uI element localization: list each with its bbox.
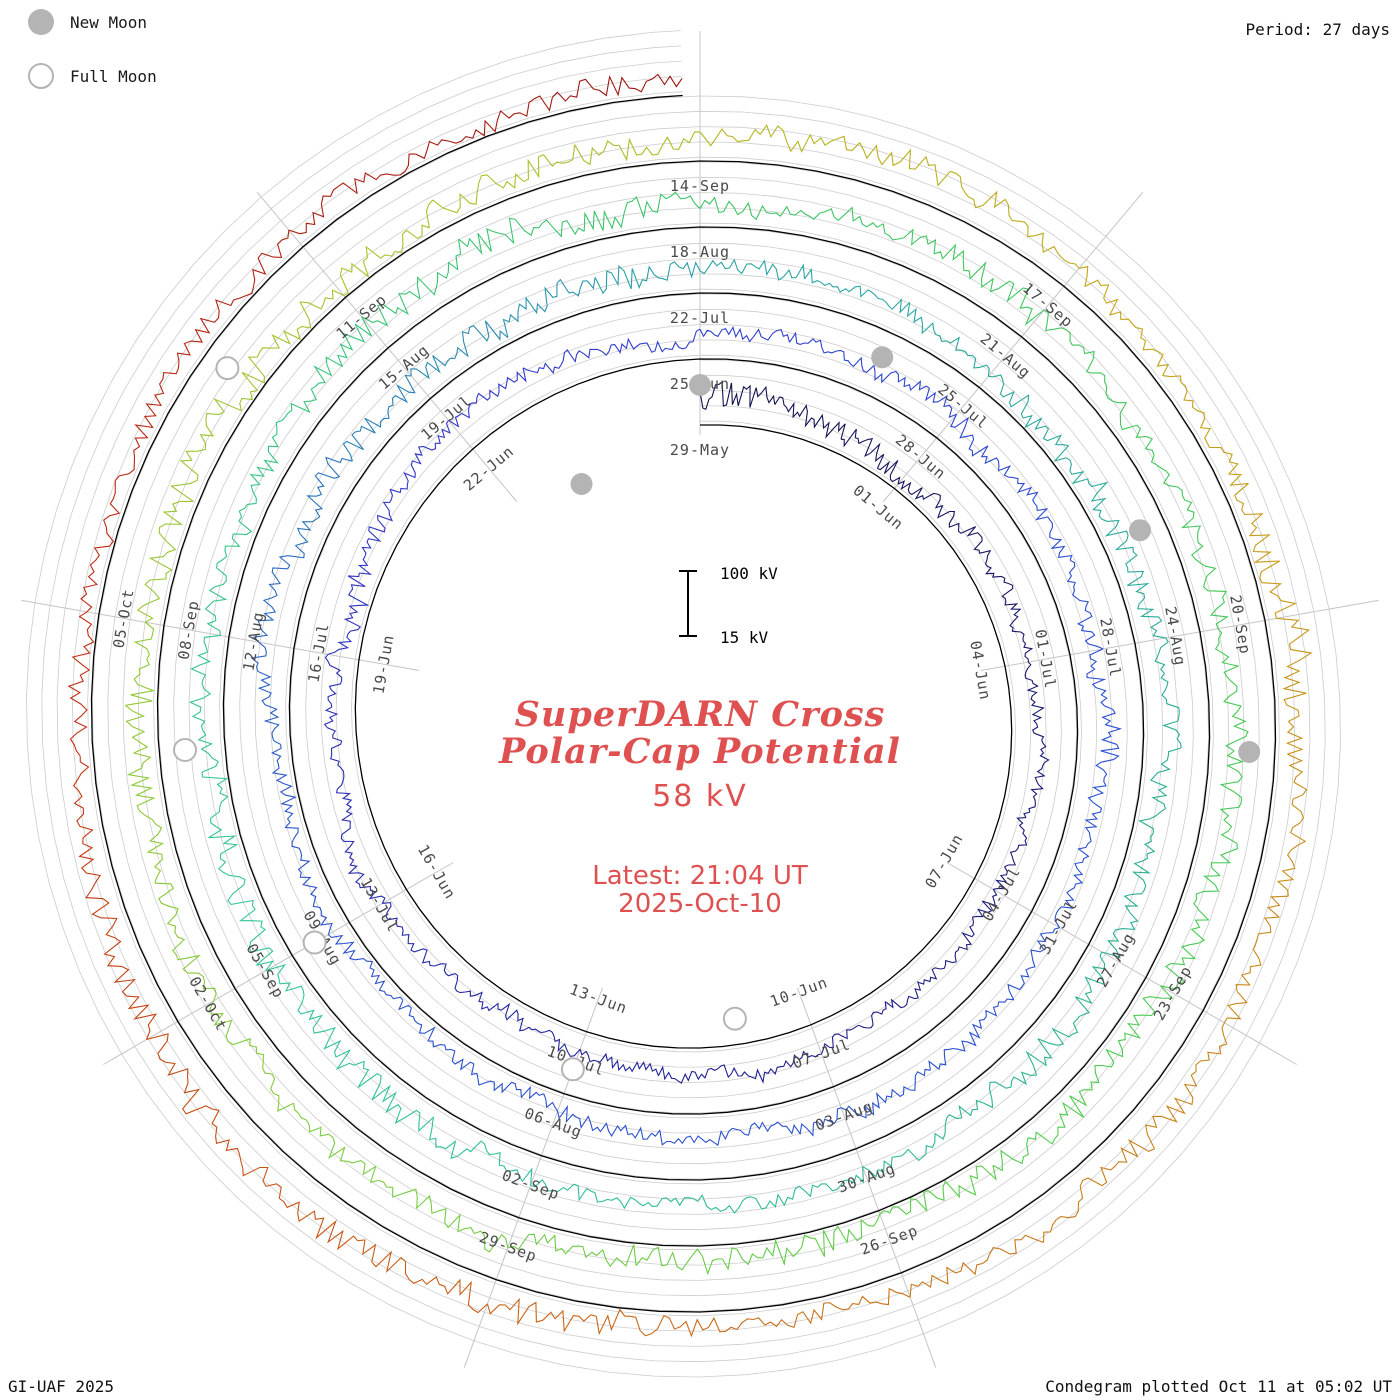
date-label: 28-Jun: [892, 431, 950, 483]
spiral-gridlines: [26, 30, 1341, 1378]
date-label: 27-Aug: [1093, 929, 1139, 990]
date-label: 24-Aug: [1161, 605, 1189, 667]
date-label: 13-Jul: [357, 874, 403, 935]
moon-legend: New Moon Full Moon: [28, 8, 157, 116]
potential-data-trace: [67, 73, 1313, 1338]
scale-min-label: 15 kV: [720, 628, 769, 647]
date-label: 21-Aug: [977, 330, 1035, 382]
angular-gridlines: [21, 31, 1379, 1368]
full-moon-icon: [28, 63, 54, 89]
new-moon-label: New Moon: [70, 12, 148, 32]
new-moon-marker: [570, 473, 593, 495]
full-moon-marker: [722, 1006, 747, 1031]
legend-new-moon: New Moon: [28, 8, 157, 36]
new-moon-marker: [871, 346, 894, 369]
new-moon-marker: [1238, 741, 1261, 763]
scale-bar: 100 kV 15 kV: [679, 564, 778, 647]
date-label: 12-Aug: [239, 610, 267, 672]
full-moon-marker: [173, 738, 197, 762]
full-moon-marker: [215, 356, 240, 381]
date-label: 07-Jun: [921, 830, 967, 891]
date-label: 02-Oct: [185, 973, 231, 1034]
date-label: 18-Aug: [670, 243, 730, 261]
scale-max-label: 100 kV: [720, 564, 778, 583]
date-label: 01-Jul: [1031, 628, 1059, 690]
spiral-baseline: [90, 94, 1277, 1313]
date-label: 10-Jun: [768, 973, 831, 1010]
full-moon-marker: [302, 930, 327, 955]
date-label: 05-Sep: [242, 940, 288, 1001]
new-moon-marker: [1129, 519, 1151, 542]
moon-phase-markers: [173, 346, 1261, 1082]
new-moon-icon: [28, 9, 54, 35]
date-label: 02-Sep: [499, 1166, 562, 1203]
date-label: 01-Jun: [849, 481, 907, 533]
date-label: 25-Jul: [934, 380, 992, 432]
date-label: 22-Jul: [670, 309, 730, 327]
date-label: 16-Jun: [414, 841, 460, 902]
date-label: 14-Sep: [670, 177, 730, 195]
date-label: 19-Jul: [417, 391, 475, 443]
date-label: 31-Jul: [1036, 896, 1082, 957]
period-label: Period: 27 days: [1245, 20, 1391, 39]
date-label: 08-Sep: [174, 599, 202, 661]
date-label: 11-Sep: [333, 290, 391, 342]
date-label: 16-Jul: [304, 622, 332, 684]
credit-left: GI-UAF 2025: [8, 1377, 114, 1396]
date-label: 20-Sep: [1226, 594, 1254, 656]
date-label: 17-Sep: [1019, 279, 1077, 331]
full-moon-marker: [560, 1057, 585, 1082]
full-moon-label: Full Moon: [70, 66, 157, 86]
date-label: 04-Jul: [979, 863, 1025, 924]
date-label: 29-May: [670, 441, 730, 459]
credit-right: Condegram plotted Oct 11 at 05:02 UT: [1045, 1377, 1392, 1396]
date-label: 22-Jun: [460, 442, 518, 494]
new-moon-marker: [689, 374, 711, 396]
date-label: 04-Jun: [966, 639, 994, 701]
date-label: 15-Aug: [375, 341, 433, 393]
date-label: 13-Jun: [567, 980, 630, 1017]
date-labels: 29-May 01-Jun 04-Jun 07-Jun 10-Jun 13-Jun 16-J…: [109, 177, 1254, 1266]
date-label: 05-Oct: [109, 587, 137, 649]
date-label: 19-Jun: [369, 633, 397, 695]
legend-full-moon: Full Moon: [28, 62, 157, 90]
